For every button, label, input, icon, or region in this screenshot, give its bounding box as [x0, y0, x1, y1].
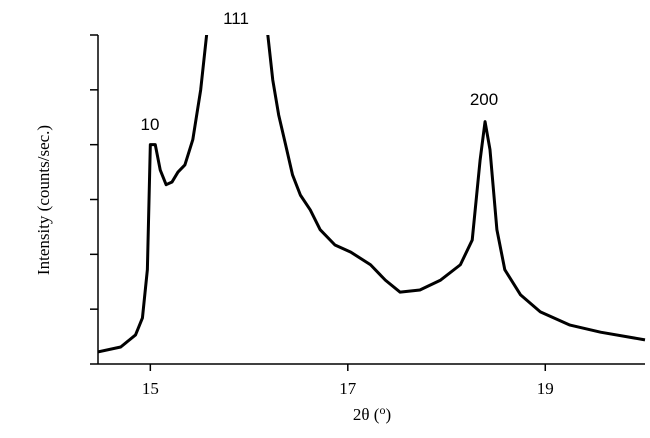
y-axis-label: Intensity (counts/sec.): [34, 125, 53, 275]
peak-label: 10: [141, 115, 160, 134]
x-tick-label: 17: [339, 379, 357, 398]
x-axis-label: 2θ (o): [353, 403, 391, 424]
x-tick-label: 15: [142, 379, 159, 398]
plot-area: [98, 35, 646, 354]
peak-label: 111: [223, 9, 249, 28]
x-tick-label: 19: [537, 379, 554, 398]
data-line: [98, 35, 646, 354]
peak-label: 200: [470, 90, 498, 109]
